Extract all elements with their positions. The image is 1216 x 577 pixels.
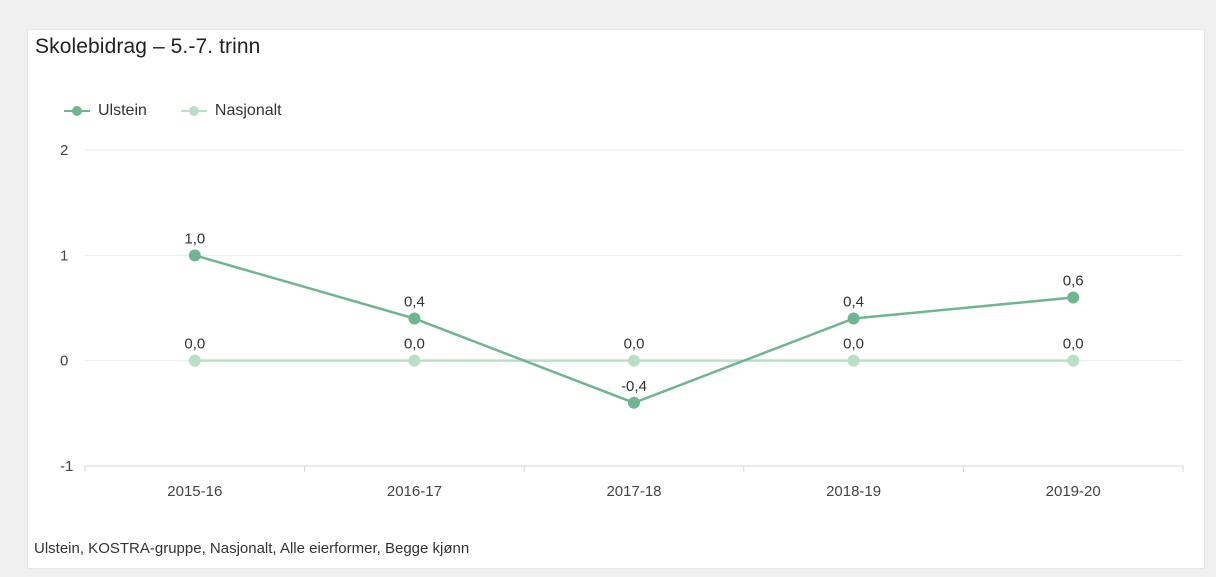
data-label-nasjonalt: 0,0 <box>1063 336 1084 353</box>
data-point-ulstein <box>628 397 640 409</box>
data-point-ulstein <box>848 313 860 325</box>
data-label-ulstein: 0,4 <box>404 294 425 311</box>
y-tick-label: 2 <box>60 142 68 159</box>
data-label-ulstein: -0,4 <box>621 378 647 395</box>
data-label-ulstein: 0,6 <box>1063 272 1084 289</box>
data-label-nasjonalt: 0,0 <box>843 336 864 353</box>
x-tick-label: 2015-16 <box>167 483 222 500</box>
y-tick-label: -1 <box>60 458 73 475</box>
data-point-nasjonalt <box>408 355 420 367</box>
y-tick-label: 0 <box>60 353 68 370</box>
x-tick-label: 2019-20 <box>1046 483 1101 500</box>
data-point-nasjonalt <box>628 355 640 367</box>
y-tick-label: 1 <box>60 247 68 264</box>
data-label-nasjonalt: 0,0 <box>184 336 205 353</box>
data-label-nasjonalt: 0,0 <box>624 336 645 353</box>
chart-footnote: Ulstein, KOSTRA-gruppe, Nasjonalt, Alle … <box>34 540 469 557</box>
data-point-ulstein <box>408 313 420 325</box>
x-tick-label: 2017-18 <box>606 483 661 500</box>
x-tick-label: 2016-17 <box>387 483 442 500</box>
data-label-nasjonalt: 0,0 <box>404 336 425 353</box>
data-point-ulstein <box>1067 291 1079 303</box>
data-point-nasjonalt <box>189 355 201 367</box>
data-point-nasjonalt <box>1067 355 1079 367</box>
data-point-ulstein <box>189 249 201 261</box>
data-label-ulstein: 0,4 <box>843 294 864 311</box>
x-tick-label: 2018-19 <box>826 483 881 500</box>
data-label-ulstein: 1,0 <box>184 230 205 247</box>
data-point-nasjonalt <box>848 355 860 367</box>
